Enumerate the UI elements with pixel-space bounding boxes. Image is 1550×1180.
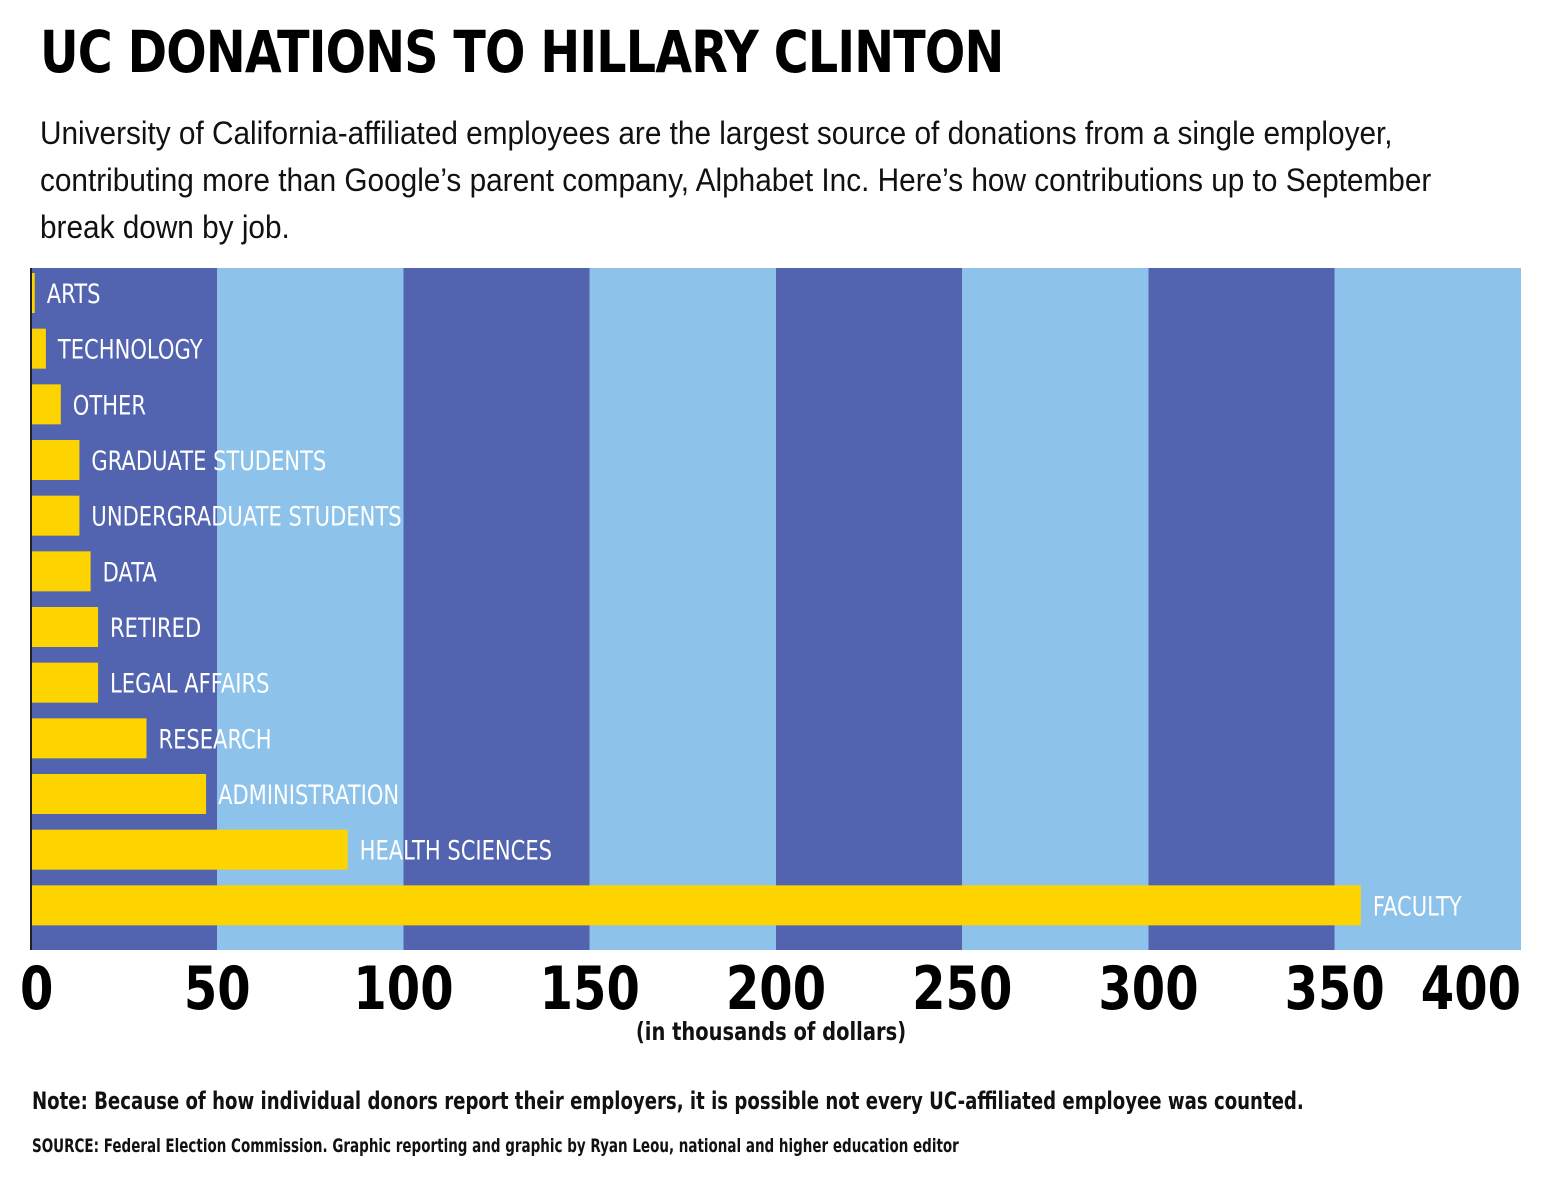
bar-label-undergraduate-students: UNDERGRADUATE STUDENTS xyxy=(91,501,401,532)
bar-arts xyxy=(31,273,35,313)
x-tick-400: 400 xyxy=(1421,954,1521,1024)
band-350-400 xyxy=(1334,268,1521,950)
bar-label-other: OTHER xyxy=(73,390,146,421)
bar-label-retired: RETIRED xyxy=(110,612,201,643)
bar-undergraduate-students xyxy=(31,495,80,536)
bar-technology xyxy=(31,328,46,369)
bar-label-arts: ARTS xyxy=(47,278,101,309)
band-100-150 xyxy=(403,268,590,950)
bar-graduate-students xyxy=(31,440,80,480)
bar-label-technology: TECHNOLOGY xyxy=(57,334,203,365)
bar-label-administration: ADMINISTRATION xyxy=(218,779,399,810)
bar-data xyxy=(31,551,91,592)
bars xyxy=(31,273,1361,926)
x-axis-label: (in thousands of dollars) xyxy=(636,1018,906,1047)
bar-labels: ARTS TECHNOLOGY OTHER GRADUATE STUDENTS UNDE… xyxy=(47,278,1462,922)
x-tick-250: 250 xyxy=(912,954,1012,1024)
x-tick-0: 0 xyxy=(20,954,53,1024)
chart-subtitle: University of California-affiliated empl… xyxy=(40,115,1432,245)
bar-other xyxy=(31,384,61,425)
bar-research xyxy=(31,718,147,759)
bar-label-legal-affairs: LEGAL AFFAIRS xyxy=(110,668,269,699)
band-250-300 xyxy=(962,268,1149,950)
band-200-250 xyxy=(776,268,963,950)
bar-chart: ARTS TECHNOLOGY OTHER GRADUATE STUDENTS UNDE… xyxy=(20,268,1521,1047)
x-tick-150: 150 xyxy=(540,954,640,1024)
source-credit: SOURCE: Federal Election Commission. Gra… xyxy=(32,1135,959,1157)
bar-administration xyxy=(31,774,207,814)
bar-label-health-sciences: HEALTH SCIENCES xyxy=(360,835,552,866)
x-axis-ticks: 0 50 100 150 200 250 300 350 400 xyxy=(20,954,1521,1024)
footnote: Note: Because of how individual donors r… xyxy=(32,1087,1304,1115)
x-tick-100: 100 xyxy=(353,954,453,1024)
bar-label-data: DATA xyxy=(103,557,158,588)
bar-legal-affairs xyxy=(31,662,99,703)
band-150-200 xyxy=(589,268,776,950)
x-tick-350: 350 xyxy=(1285,954,1385,1024)
bar-label-graduate-students: GRADUATE STUDENTS xyxy=(91,445,326,476)
bar-label-faculty: FACULTY xyxy=(1373,891,1462,922)
band-300-350 xyxy=(1148,268,1335,950)
bar-health-sciences xyxy=(31,829,348,870)
x-tick-200: 200 xyxy=(726,954,826,1024)
x-tick-50: 50 xyxy=(184,954,251,1024)
chart-title: UC DONATIONS TO HILLARY CLINTON xyxy=(40,18,1004,86)
bar-faculty xyxy=(31,885,1361,926)
x-tick-300: 300 xyxy=(1098,954,1198,1024)
bar-retired xyxy=(31,607,99,647)
background-bands xyxy=(31,268,1521,950)
bar-label-research: RESEARCH xyxy=(158,724,271,755)
